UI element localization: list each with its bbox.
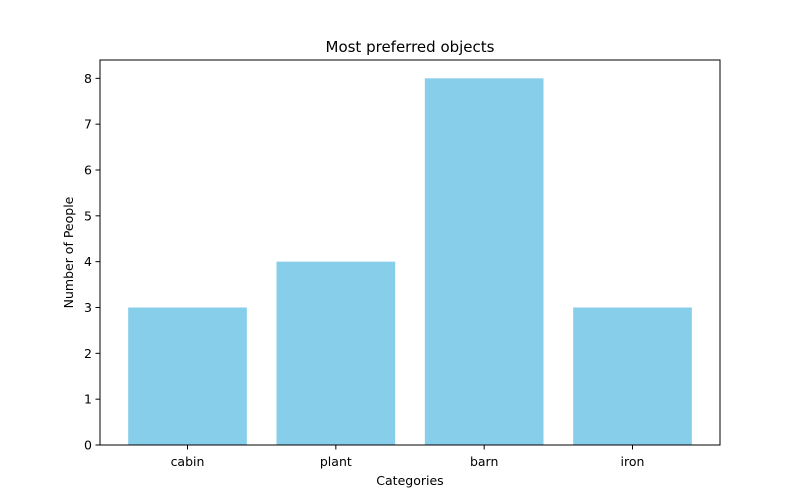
y-tick-label: 6: [84, 163, 92, 178]
y-tick-label: 8: [84, 71, 92, 86]
y-tick-label: 0: [84, 438, 92, 453]
x-tick-label: iron: [621, 454, 645, 469]
y-axis-label: Number of People: [61, 196, 76, 308]
x-axis: cabin plant barn iron: [171, 445, 645, 469]
bar-cabin: [128, 307, 247, 445]
y-tick-label: 7: [84, 117, 92, 132]
bars-group: [128, 78, 692, 445]
x-tick-label: barn: [470, 454, 498, 469]
x-tick-label: cabin: [171, 454, 205, 469]
x-tick-label: plant: [320, 454, 352, 469]
bar-iron: [573, 307, 692, 445]
bar-plant: [276, 261, 396, 445]
y-tick-label: 1: [84, 392, 92, 407]
y-tick-label: 2: [84, 346, 92, 361]
y-tick-label: 5: [84, 208, 92, 223]
y-tick-label: 4: [84, 254, 92, 269]
y-tick-label: 3: [84, 300, 92, 315]
y-axis: 0 1 2 3 4 5 6 7 8: [84, 71, 100, 453]
plot-frame: [99, 59, 721, 446]
x-axis-label: Categories: [376, 473, 443, 488]
chart-title: Most preferred objects: [326, 38, 495, 56]
bar-barn: [424, 78, 544, 445]
